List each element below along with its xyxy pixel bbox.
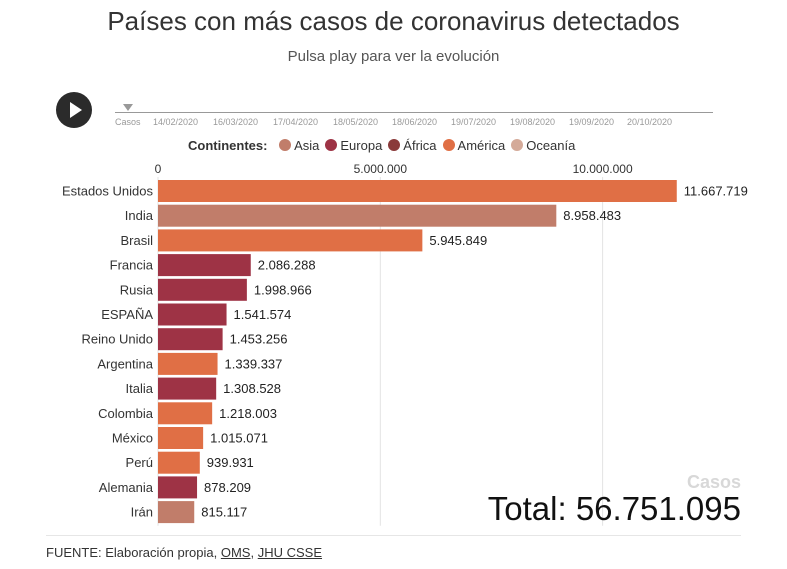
value-label: 1.015.071 bbox=[210, 431, 268, 446]
footer-source: FUENTE: Elaboración propia, OMS, JHU CSS… bbox=[46, 545, 322, 560]
legend-item[interactable]: Oceanía bbox=[511, 138, 575, 153]
x-tick-label: 10.000.000 bbox=[573, 162, 633, 176]
legend: Continentes: Asia Europa África América Ocea… bbox=[188, 138, 581, 153]
value-label: 1.453.256 bbox=[230, 332, 288, 347]
value-label: 939.931 bbox=[207, 455, 254, 470]
legend-color-dot bbox=[325, 139, 338, 151]
legend-item[interactable]: América bbox=[442, 138, 506, 153]
category-label: Italia bbox=[126, 381, 154, 396]
value-label: 1.218.003 bbox=[219, 406, 277, 421]
value-label: 1.998.966 bbox=[254, 282, 312, 297]
legend-item[interactable]: África bbox=[388, 138, 437, 153]
category-label: ESPAÑA bbox=[101, 307, 153, 322]
value-label: 8.958.483 bbox=[563, 208, 621, 223]
x-tick-label: 0 bbox=[155, 162, 162, 176]
bar bbox=[158, 451, 200, 474]
bar bbox=[158, 180, 677, 202]
timeline-label: 18/06/2020 bbox=[392, 117, 438, 127]
bar bbox=[158, 254, 251, 277]
timeline-label: 19/08/2020 bbox=[510, 117, 556, 127]
total-cases: Total: 56.751.095 bbox=[487, 490, 741, 527]
legend-label: África bbox=[403, 138, 437, 153]
source-link-jhu[interactable]: JHU CSSE bbox=[257, 545, 323, 560]
value-label: 1.308.528 bbox=[223, 381, 281, 396]
bar bbox=[158, 402, 213, 425]
value-label: 11.667.719 bbox=[684, 184, 748, 199]
timeline-handle[interactable] bbox=[123, 104, 133, 111]
footer-separator: , bbox=[250, 545, 258, 560]
legend-label: América bbox=[457, 138, 506, 153]
category-label: Irán bbox=[131, 505, 153, 520]
category-label: India bbox=[125, 208, 154, 223]
category-label: Alemania bbox=[99, 480, 154, 495]
category-label: Rusia bbox=[120, 282, 154, 297]
footer-prefix: FUENTE: Elaboración propia, bbox=[46, 545, 221, 560]
timeline-label: 18/05/2020 bbox=[333, 117, 379, 127]
value-label: 878.209 bbox=[204, 480, 251, 495]
timeline-label: 19/07/2020 bbox=[451, 117, 497, 127]
bar bbox=[158, 204, 557, 227]
timeline-label: 19/09/2020 bbox=[569, 117, 615, 127]
legend-color-dot bbox=[511, 139, 524, 151]
legend-title: Continentes: bbox=[188, 138, 268, 153]
value-label: 815.117 bbox=[201, 505, 247, 520]
bar bbox=[158, 501, 195, 524]
category-label: Francia bbox=[110, 258, 154, 273]
timeline-track bbox=[115, 112, 713, 113]
legend-item[interactable]: Europa bbox=[325, 138, 382, 153]
value-label: 1.541.574 bbox=[234, 307, 292, 322]
category-label: Brasil bbox=[120, 233, 153, 248]
legend-label: Asia bbox=[294, 138, 320, 153]
bar bbox=[158, 278, 247, 301]
category-label: Perú bbox=[126, 455, 153, 470]
category-label: Reino Unido bbox=[81, 332, 153, 347]
timeline-label: 14/02/2020 bbox=[153, 117, 199, 127]
timeline-slider[interactable]: Casos 14/02/2020 16/03/2020 17/04/2020 18/05… bbox=[115, 100, 713, 130]
metric-label: Casos bbox=[686, 472, 741, 492]
timeline-label: Casos bbox=[115, 117, 141, 127]
legend-item[interactable]: Asia bbox=[279, 138, 319, 153]
play-button[interactable] bbox=[56, 92, 92, 128]
legend-color-dot bbox=[388, 139, 401, 151]
category-label: México bbox=[112, 431, 153, 446]
category-label: Estados Unidos bbox=[62, 184, 154, 199]
bar bbox=[158, 377, 217, 400]
timeline-label: 20/10/2020 bbox=[627, 117, 673, 127]
bar bbox=[158, 303, 227, 326]
value-label: 5.945.849 bbox=[429, 233, 487, 248]
chart-title: Países con más casos de coronavirus dete… bbox=[107, 6, 680, 36]
legend-color-dot bbox=[279, 139, 292, 151]
source-link-oms[interactable]: OMS bbox=[220, 545, 251, 560]
category-label: Argentina bbox=[97, 356, 153, 371]
value-label: 1.339.337 bbox=[225, 356, 283, 371]
legend-label: Oceanía bbox=[526, 138, 576, 153]
bar bbox=[158, 427, 204, 449]
legend-color-dot bbox=[442, 139, 455, 151]
value-label: 2.086.288 bbox=[258, 258, 316, 273]
timeline-label: 16/03/2020 bbox=[213, 117, 259, 127]
timeline-label: 17/04/2020 bbox=[273, 117, 319, 127]
bar bbox=[158, 328, 223, 351]
bar bbox=[158, 229, 423, 252]
chart-subtitle: Pulsa play para ver la evolución bbox=[287, 48, 500, 65]
category-label: Colombia bbox=[98, 406, 154, 421]
bar bbox=[158, 476, 198, 499]
bar bbox=[158, 352, 218, 375]
footer-divider bbox=[46, 535, 741, 536]
bar-chart: 0 5.000.000 10.000.000 Estados Unidos 11.667… bbox=[62, 162, 748, 526]
legend-label: Europa bbox=[340, 138, 383, 153]
x-tick-label: 5.000.000 bbox=[354, 162, 408, 176]
